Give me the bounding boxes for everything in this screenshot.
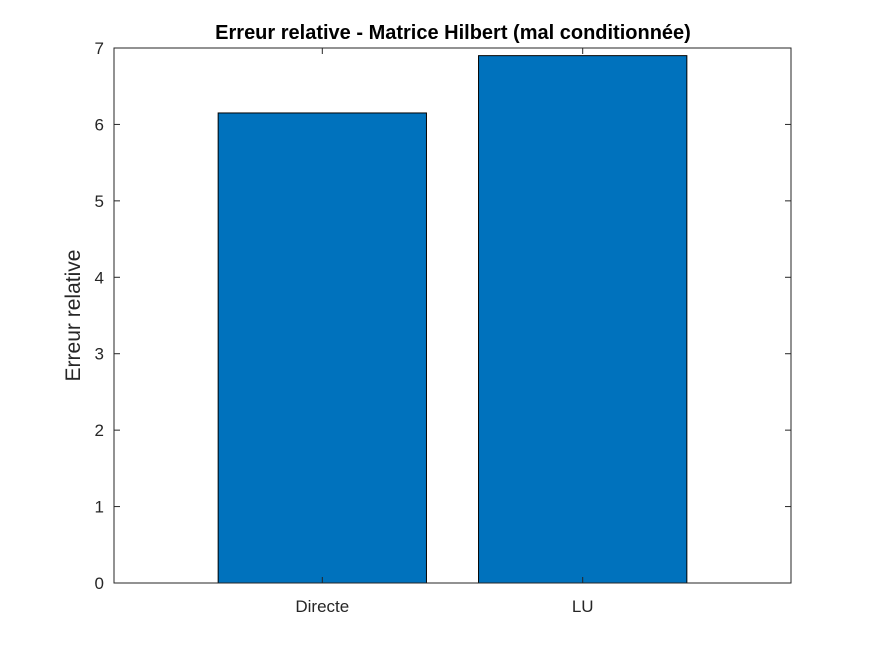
chart-title: Erreur relative - Matrice Hilbert (mal c…: [215, 22, 691, 44]
y-tick-label: 6: [95, 115, 104, 134]
y-tick-label: 3: [95, 345, 104, 364]
axes-box: [113, 47, 792, 584]
y-tick-label: 0: [95, 574, 104, 593]
y-tick-label: 5: [95, 192, 104, 211]
y-axis-label: Erreur relative: [62, 250, 85, 382]
y-tick-label: 2: [95, 421, 104, 440]
plot-area: 0 1 2 3 4 5 6 7 Directe LU: [95, 39, 792, 616]
x-tick-label-directe: Directe: [295, 597, 349, 616]
y-tick-label: 1: [95, 498, 104, 517]
bar-lu: [478, 55, 688, 584]
y-tick-label: 4: [95, 268, 104, 287]
y-tick-label: 7: [95, 39, 104, 58]
x-tick-label-lu: LU: [572, 597, 594, 616]
bar-directe: [217, 112, 427, 584]
